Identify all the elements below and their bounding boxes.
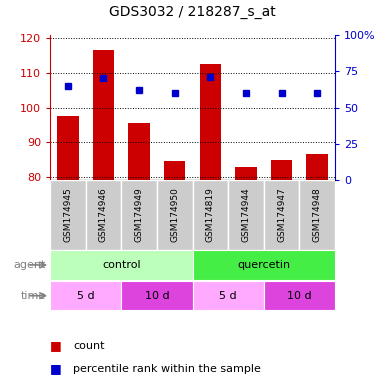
- Text: percentile rank within the sample: percentile rank within the sample: [73, 364, 261, 374]
- Text: 5 d: 5 d: [77, 291, 94, 301]
- Text: GSM174947: GSM174947: [277, 188, 286, 242]
- Bar: [228, 180, 264, 250]
- Bar: [264, 281, 335, 310]
- Bar: [192, 250, 335, 280]
- Bar: [50, 180, 85, 250]
- Text: control: control: [102, 260, 141, 270]
- Text: ■: ■: [50, 339, 62, 352]
- Bar: [157, 180, 192, 250]
- Text: GDS3032 / 218287_s_at: GDS3032 / 218287_s_at: [109, 5, 276, 19]
- Text: GSM174950: GSM174950: [170, 188, 179, 242]
- Bar: [235, 167, 257, 180]
- Text: agent: agent: [14, 260, 46, 270]
- Text: GSM174945: GSM174945: [64, 188, 72, 242]
- Bar: [85, 180, 121, 250]
- Bar: [50, 250, 192, 280]
- Bar: [264, 180, 300, 250]
- Bar: [192, 180, 228, 250]
- Bar: [121, 281, 192, 310]
- Text: GSM174948: GSM174948: [313, 188, 321, 242]
- Bar: [164, 161, 186, 180]
- Text: GSM174819: GSM174819: [206, 188, 215, 242]
- Bar: [300, 180, 335, 250]
- Bar: [271, 160, 292, 180]
- Text: GSM174949: GSM174949: [135, 188, 144, 242]
- Text: time: time: [21, 291, 46, 301]
- Bar: [199, 64, 221, 180]
- Text: 10 d: 10 d: [287, 291, 311, 301]
- Bar: [93, 50, 114, 180]
- Text: quercetin: quercetin: [237, 260, 290, 270]
- Bar: [306, 154, 328, 180]
- Bar: [192, 281, 264, 310]
- Text: count: count: [73, 341, 105, 351]
- Text: ■: ■: [50, 362, 62, 375]
- Text: 10 d: 10 d: [145, 291, 169, 301]
- Bar: [50, 281, 121, 310]
- Bar: [57, 116, 79, 180]
- Bar: [121, 180, 157, 250]
- Text: 5 d: 5 d: [219, 291, 237, 301]
- Text: GSM174944: GSM174944: [241, 188, 250, 242]
- Text: GSM174946: GSM174946: [99, 188, 108, 242]
- Bar: [128, 123, 150, 180]
